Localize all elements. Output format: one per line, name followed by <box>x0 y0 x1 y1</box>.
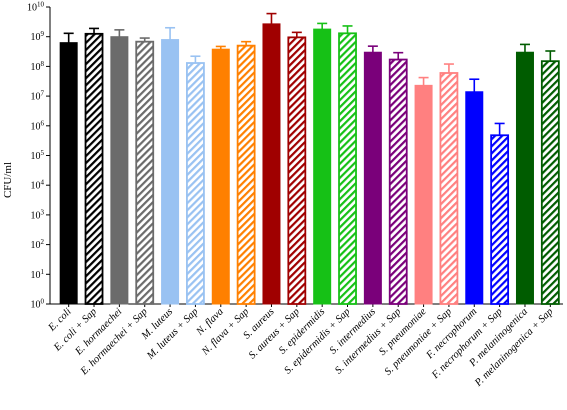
y-tick-label: 101 <box>31 268 45 281</box>
y-tick-label: 102 <box>31 238 45 251</box>
bar <box>110 36 129 305</box>
bar <box>465 91 484 305</box>
y-tick-label: 106 <box>31 119 45 132</box>
y-tick-label: 103 <box>31 208 45 221</box>
bar-hatched <box>388 58 408 305</box>
bar-hatched <box>186 62 205 305</box>
bar-hatched <box>490 134 510 305</box>
bar-hatched <box>236 44 256 305</box>
bar-layer <box>59 12 560 305</box>
y-tick-label: 105 <box>31 149 45 162</box>
y-tick-label: 100 <box>31 298 45 311</box>
bar-hatched <box>338 32 357 305</box>
y-axis-title: CFU/ml <box>2 162 14 198</box>
bar-hatched <box>439 72 459 305</box>
y-tick-label: 107 <box>31 90 45 103</box>
bar-hatched <box>84 32 104 305</box>
bar <box>363 51 382 305</box>
bar <box>262 23 281 305</box>
y-tick-label: 108 <box>31 60 45 73</box>
bar-hatched <box>540 60 560 305</box>
bar <box>59 42 78 305</box>
y-tick-label: 1010 <box>27 1 45 14</box>
bar <box>211 48 230 305</box>
bar <box>414 84 433 305</box>
y-tick-label: 109 <box>31 30 45 43</box>
bar <box>313 28 332 305</box>
bar-hatched <box>135 40 155 305</box>
bar <box>161 39 180 305</box>
y-tick-label: 104 <box>31 179 45 192</box>
bar-hatched <box>287 36 307 305</box>
bar <box>515 51 534 305</box>
